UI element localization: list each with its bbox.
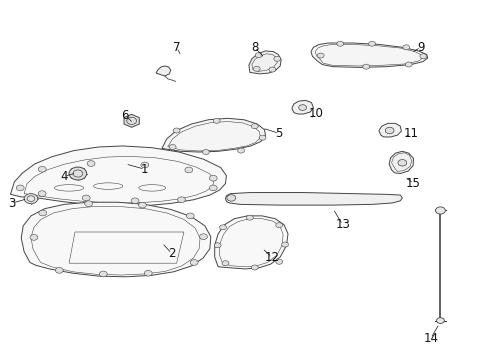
Text: 15: 15 [406,177,421,190]
Text: 4: 4 [60,170,68,183]
Circle shape [202,149,209,154]
Circle shape [131,198,139,204]
Text: 13: 13 [335,218,350,231]
Polygon shape [292,100,314,114]
Circle shape [246,215,253,220]
Text: 1: 1 [141,163,148,176]
Text: 5: 5 [275,127,283,140]
Circle shape [177,197,185,203]
Circle shape [368,41,375,46]
Ellipse shape [114,230,136,239]
Circle shape [30,234,38,240]
Circle shape [190,260,198,265]
Circle shape [82,195,90,201]
Circle shape [199,234,207,239]
Polygon shape [162,118,266,152]
Text: 8: 8 [251,41,258,54]
Ellipse shape [85,233,107,242]
Circle shape [337,41,343,46]
Circle shape [220,225,226,230]
Text: 14: 14 [423,332,438,345]
Circle shape [299,105,307,111]
Text: 3: 3 [8,197,15,210]
Circle shape [85,201,93,207]
Circle shape [39,210,47,216]
Circle shape [209,185,217,191]
Polygon shape [156,66,171,76]
Circle shape [385,127,394,134]
Text: 2: 2 [168,247,175,260]
Polygon shape [10,146,226,206]
Text: 6: 6 [122,109,129,122]
Circle shape [222,261,229,266]
Text: 10: 10 [308,107,323,120]
Circle shape [251,265,258,270]
Circle shape [274,56,281,61]
Polygon shape [225,193,402,205]
Circle shape [145,270,152,276]
Circle shape [213,118,220,123]
Circle shape [209,175,217,181]
Circle shape [282,242,289,247]
Circle shape [141,162,149,168]
Polygon shape [21,202,211,277]
Polygon shape [389,151,414,174]
Circle shape [403,45,410,50]
Text: 7: 7 [173,41,180,54]
Polygon shape [379,123,401,137]
Circle shape [227,195,236,201]
Circle shape [38,191,46,197]
Circle shape [173,128,180,133]
Circle shape [38,166,46,172]
Circle shape [363,64,369,69]
Circle shape [420,54,427,59]
Circle shape [253,66,260,71]
Circle shape [214,243,221,248]
Circle shape [259,135,266,140]
Polygon shape [249,51,281,74]
Circle shape [318,53,324,58]
Circle shape [55,267,63,273]
Circle shape [186,213,194,219]
Circle shape [139,202,147,208]
Circle shape [169,144,176,149]
Circle shape [405,62,412,67]
Polygon shape [311,43,428,67]
Circle shape [185,167,193,173]
Circle shape [398,159,407,166]
Circle shape [255,53,262,58]
Text: 12: 12 [265,251,279,264]
Circle shape [24,194,38,204]
Circle shape [437,318,444,323]
Text: 11: 11 [404,127,418,140]
Circle shape [436,207,445,214]
Circle shape [87,161,95,166]
Text: 9: 9 [417,41,425,54]
Circle shape [69,167,87,180]
Circle shape [238,148,245,153]
Circle shape [269,67,276,72]
Circle shape [251,124,258,129]
Polygon shape [124,114,139,127]
Circle shape [99,271,107,277]
Circle shape [276,259,283,264]
Circle shape [16,185,24,191]
Circle shape [276,223,283,228]
Polygon shape [215,216,288,269]
